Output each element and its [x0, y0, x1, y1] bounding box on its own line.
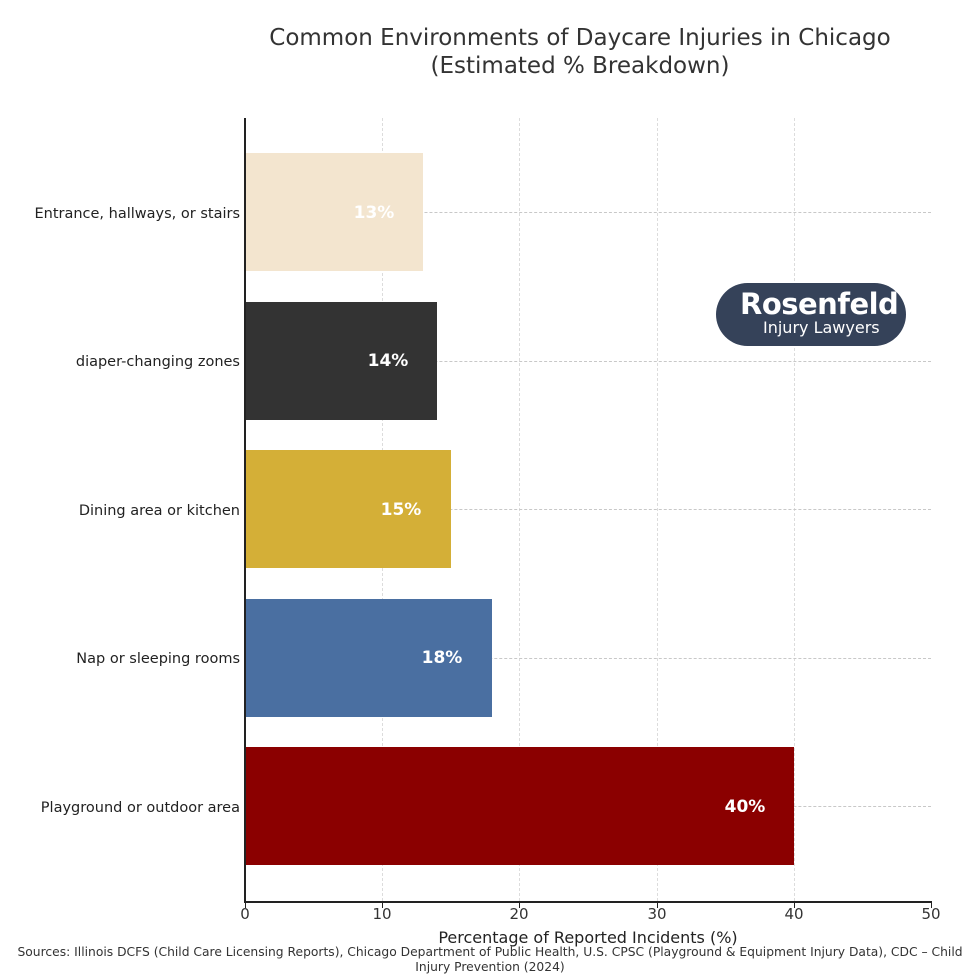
- x-tick-label: 20: [509, 905, 529, 923]
- bar-dining-area-kitchen: [245, 450, 451, 568]
- bar-diaper-changing-zones: [245, 302, 438, 420]
- logo-name: Rosenfeld: [740, 287, 899, 321]
- x-axis-label: Percentage of Reported Incidents (%): [438, 928, 738, 947]
- x-tick-label: 50: [921, 905, 941, 923]
- sources-line2: Injury Prevention (2024): [415, 960, 565, 974]
- sources-caption: Sources: Illinois DCFS (Child Care Licen…: [0, 945, 980, 975]
- bar-value-label: 13%: [353, 203, 395, 223]
- chart-title: Common Environments of Daycare Injuries …: [160, 24, 980, 80]
- x-tick: [794, 902, 795, 908]
- y-tick-label: Entrance, hallways, or stairs: [34, 206, 240, 222]
- x-tick-label: 40: [784, 905, 804, 923]
- x-axis-line: [244, 901, 932, 903]
- x-tick-label: 10: [372, 905, 392, 923]
- bar-value-label: 15%: [380, 500, 422, 520]
- x-tick: [657, 902, 658, 908]
- x-tick: [245, 902, 246, 908]
- grid-line-row-3: [245, 509, 931, 510]
- x-tick-label: 30: [647, 905, 667, 923]
- grid-line-row-4: [245, 658, 931, 659]
- chart-title-line1: Common Environments of Daycare Injuries …: [269, 25, 891, 51]
- y-tick-label: Playground or outdoor area: [40, 800, 240, 816]
- y-tick-label: Nap or sleeping rooms: [76, 651, 240, 667]
- bar-value-label: 40%: [724, 797, 766, 817]
- x-tick: [382, 902, 383, 908]
- sources-line1: Sources: Illinois DCFS (Child Care Licen…: [17, 945, 963, 959]
- rosenfeld-logo: Rosenfeld Injury Lawyers: [716, 283, 906, 346]
- chart-title-line2: (Estimated % Breakdown): [430, 53, 730, 79]
- y-tick-label: diaper-changing zones: [75, 354, 240, 370]
- bar-value-label: 18%: [421, 648, 463, 668]
- bar-value-label: 14%: [367, 351, 409, 371]
- y-tick-label: Dining area or kitchen: [78, 503, 240, 519]
- bar-playground-outdoor: [245, 747, 794, 865]
- x-tick-label: 0: [240, 905, 250, 923]
- bar-nap-sleeping-rooms: [245, 599, 492, 717]
- grid-line-row-2: [245, 361, 931, 362]
- x-tick: [931, 902, 932, 908]
- bar-entrance-hallways-stairs: [245, 153, 424, 271]
- y-axis-line: [244, 118, 246, 902]
- grid-line-row-1: [245, 212, 931, 213]
- logo-tagline: Injury Lawyers: [763, 318, 880, 337]
- x-tick: [519, 902, 520, 908]
